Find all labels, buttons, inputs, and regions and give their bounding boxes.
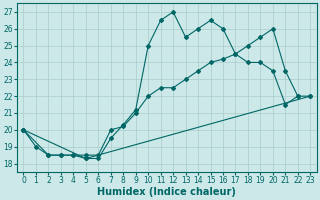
X-axis label: Humidex (Indice chaleur): Humidex (Indice chaleur)	[98, 187, 236, 197]
